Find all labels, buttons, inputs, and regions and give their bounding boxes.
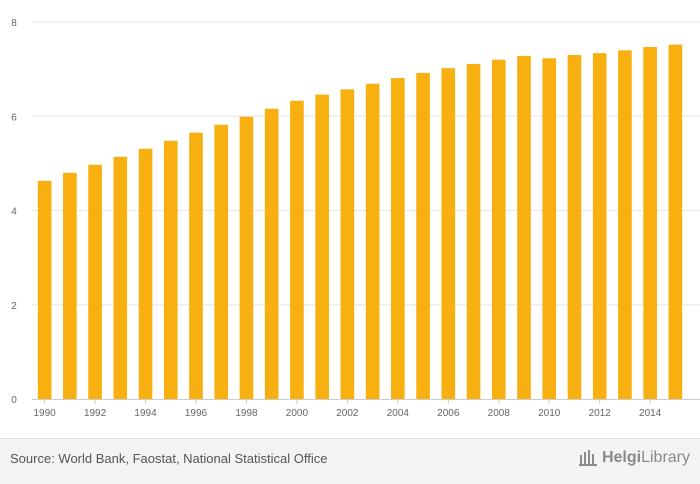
bar-chart: 0 2 4 6 8 1990 1992 1994 1996 1998 2000 2002 2004 20…: [11, 18, 700, 419]
x-tick-label: 2002: [336, 408, 359, 419]
bar-1995[interactable]: [163, 140, 178, 399]
bar-2006[interactable]: [441, 68, 456, 400]
x-tick-label: 2014: [639, 408, 662, 419]
bar-2012[interactable]: [592, 53, 607, 399]
x-tick-label: 1992: [84, 408, 107, 419]
bar-2007[interactable]: [466, 63, 481, 399]
source-text: Source: World Bank, Faostat, National St…: [10, 451, 328, 466]
bar-1997[interactable]: [214, 124, 229, 400]
y-axis-ticks: 0 2 4 6 8: [11, 18, 17, 406]
x-tick-label: 2012: [589, 408, 612, 419]
bar-2002[interactable]: [340, 89, 355, 400]
y-tick-label: 2: [11, 301, 17, 312]
x-tick-label: 1990: [33, 408, 56, 419]
bar-2000[interactable]: [290, 100, 304, 399]
bar-2008[interactable]: [491, 59, 506, 399]
bar-2010[interactable]: [542, 58, 557, 399]
y-tick-label: 6: [11, 112, 17, 123]
x-tick-label: 2010: [538, 408, 561, 419]
y-tick-label: 4: [11, 207, 17, 218]
bar-2013[interactable]: [618, 50, 632, 400]
logo-text-library: Library: [641, 449, 690, 466]
x-tick-label: 2008: [488, 408, 511, 419]
bar-2004[interactable]: [391, 78, 405, 400]
x-tick-label: 1994: [134, 408, 157, 419]
bar-2011[interactable]: [567, 54, 582, 400]
logo-text-helgi: Helgi: [601, 449, 642, 466]
chart-footer: Source: World Bank, Faostat, National St…: [0, 438, 700, 484]
bar-2001[interactable]: [315, 94, 329, 399]
x-tick-label: 1996: [185, 408, 208, 419]
bar-1990[interactable]: [37, 180, 52, 399]
x-tick-label: 1998: [235, 408, 258, 419]
bar-2009[interactable]: [517, 55, 531, 400]
bar-2003[interactable]: [365, 83, 380, 399]
bar-2014[interactable]: [643, 46, 657, 399]
x-tick-label: 2004: [387, 408, 410, 419]
bar-2015[interactable]: [668, 44, 683, 400]
helgi-library-logo[interactable]: HelgiLibrary: [578, 449, 690, 467]
bar-1994[interactable]: [138, 148, 153, 399]
bar-1999[interactable]: [264, 108, 279, 400]
y-tick-label: 8: [11, 18, 17, 29]
bar-2005[interactable]: [416, 72, 430, 400]
bar-1992[interactable]: [88, 164, 102, 399]
library-building-icon: [578, 450, 597, 466]
x-tick-label: 2006: [437, 408, 460, 419]
bars: [37, 44, 683, 400]
bar-1998[interactable]: [239, 116, 254, 399]
bar-1993[interactable]: [113, 156, 128, 399]
x-tick-label: 2000: [286, 408, 309, 419]
bar-1996[interactable]: [189, 132, 203, 399]
bar-1991[interactable]: [63, 172, 77, 399]
x-axis-ticks: 1990 1992 1994 1996 1998 2000 2002 2004 2006 2008…: [33, 399, 662, 419]
y-tick-label: 0: [11, 395, 17, 406]
